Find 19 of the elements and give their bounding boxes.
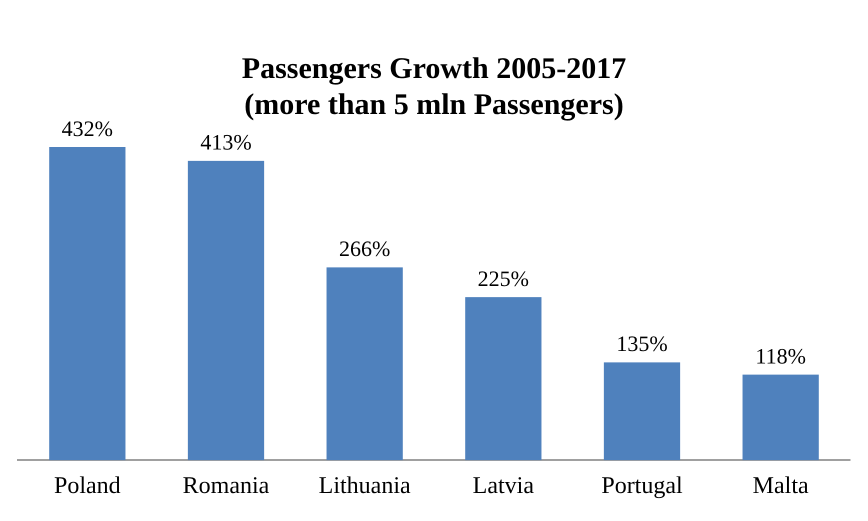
x-tick-label: Lithuania [318,472,411,499]
bar [465,297,542,460]
x-tick-label: Romania [182,472,270,499]
data-label: 135% [616,331,668,356]
x-tick-label: Portugal [601,472,683,499]
x-tick-label: Malta [752,472,810,499]
bar [326,267,403,460]
data-label: 225% [478,266,529,291]
data-label: 266% [339,236,390,262]
bar [742,374,819,460]
x-tick-label: Poland [54,472,121,499]
data-label: 118% [755,343,806,368]
data-label: 432% [62,116,113,141]
bar [604,362,680,460]
x-tick-label: Latvia [472,472,534,499]
bar [49,147,126,460]
chart-title: Passengers Growth 2005-2017 (more than 5 mln Passengers) [242,52,626,121]
bar [188,160,264,460]
data-label: 413% [200,130,252,155]
